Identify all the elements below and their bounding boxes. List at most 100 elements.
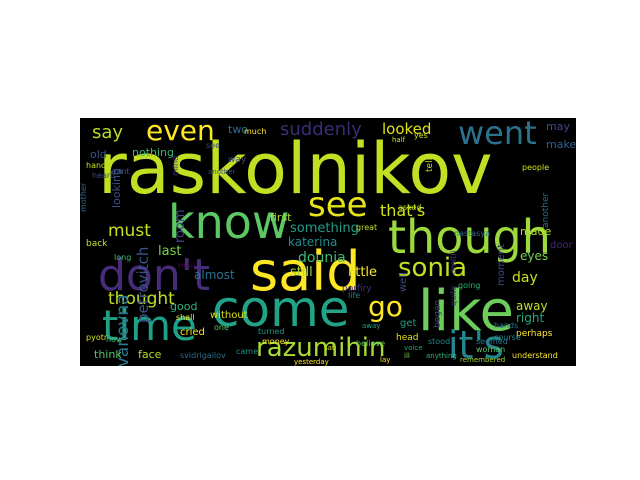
- word-97: remembered: [460, 356, 505, 364]
- word-83: one: [214, 323, 229, 332]
- word-14: go: [368, 290, 403, 323]
- word-61: much: [244, 127, 266, 136]
- word-35: made: [520, 225, 551, 238]
- word-19: thought: [108, 289, 175, 309]
- word-102: sat: [324, 344, 335, 352]
- word-20: that's: [380, 201, 425, 220]
- word-78: going: [458, 281, 480, 290]
- word-45: began: [433, 300, 443, 328]
- word-49: nothing: [132, 146, 174, 159]
- word-0: raskolnikov: [98, 128, 493, 210]
- word-46: another: [541, 193, 551, 228]
- word-67: woman: [476, 345, 505, 354]
- word-23: petrovitch: [134, 247, 152, 323]
- word-27: little: [348, 265, 377, 280]
- word-40: cried: [180, 327, 205, 338]
- word-69: understand: [512, 351, 558, 360]
- word-66: hands: [494, 321, 518, 330]
- word-9: see: [308, 185, 368, 225]
- word-5: though: [388, 210, 551, 264]
- word-62: people: [522, 163, 549, 172]
- word-51: looking: [110, 168, 123, 208]
- word-75: heard: [92, 171, 115, 180]
- word-54: svidrigailov: [180, 351, 226, 360]
- word-55: came: [236, 347, 258, 356]
- word-28: katerina: [288, 235, 337, 249]
- word-47: perhaps: [516, 329, 553, 339]
- word-93: want: [110, 167, 130, 176]
- word-68: seemed: [476, 337, 508, 346]
- word-15: say: [92, 122, 123, 143]
- word-13: razumihin: [256, 333, 385, 363]
- word-24: room: [173, 209, 188, 243]
- word-12: sonia: [398, 253, 467, 283]
- word-74: great: [356, 223, 377, 232]
- word-cloud-canvas: raskolnikov said like know come though timedon…: [80, 118, 576, 366]
- word-81: yes: [414, 131, 428, 140]
- word-90: yesterday: [294, 358, 329, 366]
- word-31: day: [512, 270, 538, 286]
- word-44: moment: [496, 244, 507, 286]
- word-41: good: [170, 300, 197, 313]
- word-6: time: [102, 301, 197, 350]
- word-86: money: [262, 337, 290, 346]
- word-84: see: [206, 141, 220, 150]
- word-56: get: [400, 318, 417, 329]
- word-65: course: [494, 333, 521, 342]
- word-16: suddenly: [280, 119, 362, 140]
- word-82: man: [178, 261, 196, 270]
- word-92: now: [106, 335, 123, 344]
- word-50: way: [228, 155, 247, 165]
- word-99: another: [208, 168, 235, 176]
- word-2: like: [418, 279, 514, 344]
- word-1: said: [250, 240, 361, 303]
- word-4: come: [212, 280, 350, 338]
- word-3: know: [168, 195, 290, 249]
- word-98: dmitri: [449, 250, 458, 274]
- word-39: first: [270, 211, 292, 224]
- word-36: may: [546, 120, 570, 133]
- word-42: without: [210, 310, 248, 321]
- word-38: two: [228, 123, 248, 136]
- word-60: back: [86, 239, 108, 249]
- word-29: last: [158, 244, 181, 259]
- word-26: something: [290, 221, 359, 236]
- word-18: must: [108, 221, 151, 241]
- word-53: face: [138, 348, 162, 361]
- word-21: dounia: [298, 250, 346, 266]
- word-22: ivanovna: [113, 294, 133, 366]
- word-57: asked: [398, 203, 421, 212]
- word-77: stood: [428, 337, 450, 346]
- word-88: believe: [356, 339, 385, 348]
- word-72: porfiry: [342, 284, 372, 294]
- word-73: mind: [171, 156, 180, 176]
- word-43: door: [550, 240, 574, 251]
- word-52: think: [94, 348, 122, 361]
- word-7: don't: [98, 250, 210, 301]
- word-76: mother: [80, 182, 88, 212]
- word-17: looked: [382, 120, 431, 138]
- word-37: make: [546, 138, 576, 151]
- word-79: long: [114, 253, 131, 262]
- word-94: away: [362, 322, 380, 330]
- word-91: anything: [426, 352, 457, 360]
- word-cloud: raskolnikov said like know come though time don…: [80, 118, 576, 366]
- word-32: eyes: [520, 249, 548, 263]
- word-58: head: [396, 333, 418, 343]
- word-30: almost: [194, 268, 235, 282]
- word-64: well: [398, 272, 409, 292]
- word-85: nastasya: [454, 229, 490, 238]
- word-8: it's: [448, 323, 504, 366]
- word-95: ill: [404, 352, 410, 360]
- word-71: shall: [176, 313, 195, 322]
- word-10: went: [458, 118, 537, 152]
- word-100: voice: [404, 344, 423, 352]
- word-59: quite: [449, 285, 458, 306]
- word-cloud-background: [80, 118, 576, 366]
- word-80: turned: [258, 327, 284, 336]
- word-33: right: [516, 311, 544, 325]
- word-63: tell: [425, 158, 435, 172]
- word-11: even: [146, 118, 215, 147]
- word-87: hand: [86, 161, 106, 170]
- word-96: lay: [380, 356, 390, 364]
